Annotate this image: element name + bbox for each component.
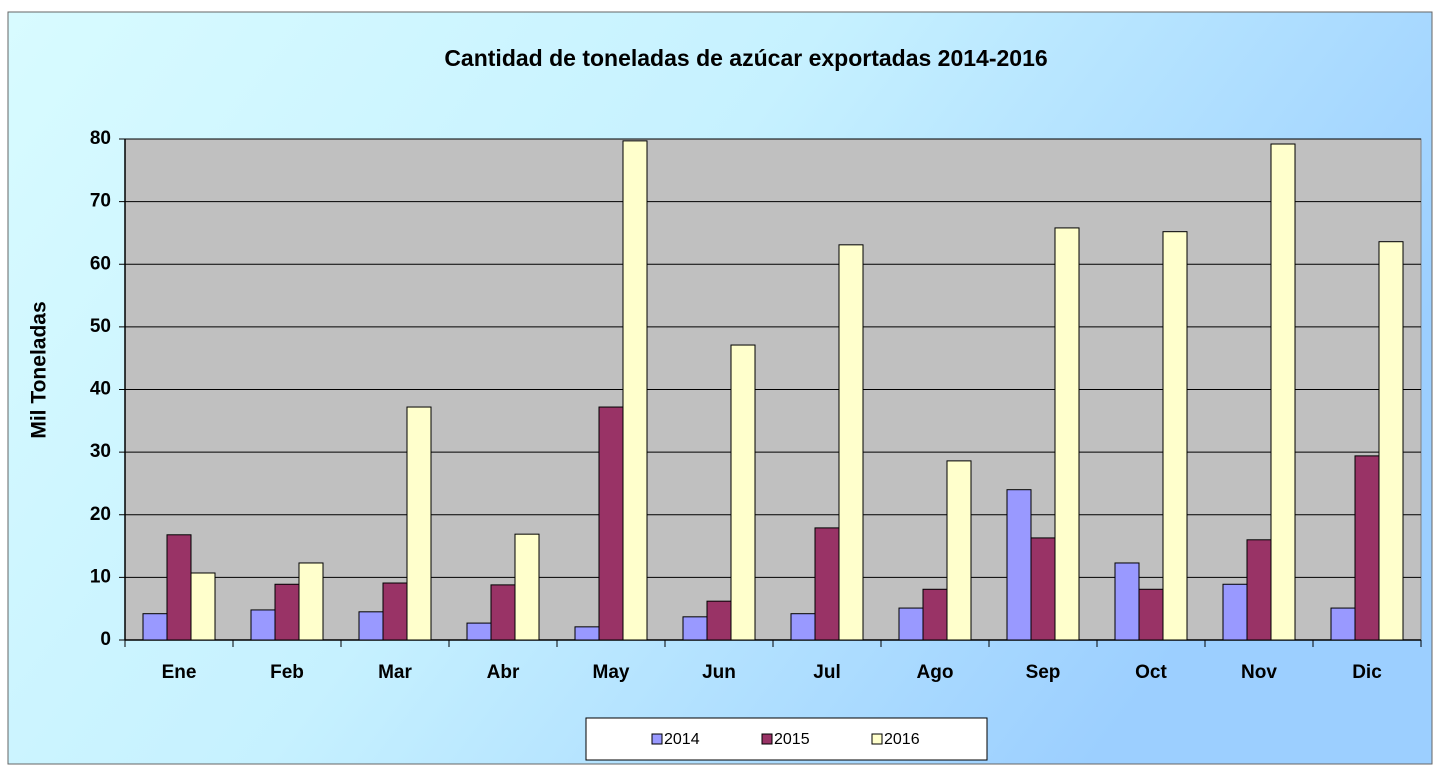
x-tick-label: Abr [487,662,520,683]
x-tick-label: Jun [702,662,736,683]
x-tick-label: Oct [1135,662,1167,683]
y-tick-label: 70 [90,191,111,212]
bar [358,611,384,641]
y-tick-label: 40 [90,379,111,400]
bar [814,527,840,641]
bar [1114,562,1140,641]
bar [298,562,324,641]
bar [514,533,540,641]
bar [142,613,168,641]
x-tick-label: May [593,662,630,683]
y-axis-label: Mil Toneladas [28,301,51,438]
bar [1162,231,1188,641]
y-tick-label: 60 [90,253,111,274]
y-tick-label: 30 [90,441,111,462]
bar [466,622,492,641]
bar [406,406,432,641]
bar [730,344,756,641]
bar [1030,537,1056,641]
bar [1246,539,1272,641]
bar [1222,583,1248,641]
bar [622,140,648,641]
bar [790,613,816,641]
bar [1330,607,1356,641]
bar [706,600,732,641]
bar [490,584,516,641]
bar [682,616,708,641]
bar [898,607,924,641]
legend-swatch [871,733,883,745]
x-tick-label: Ene [162,662,197,683]
x-tick-label: Sep [1026,662,1061,683]
bar [1270,143,1296,641]
legend-label: 2015 [774,731,810,748]
y-tick-label: 20 [90,504,111,525]
bar [382,582,408,641]
x-tick-label: Dic [1352,662,1382,683]
bar [1378,241,1404,641]
legend-label: 2014 [664,731,700,748]
bar [1006,489,1032,641]
legend-label: 2016 [884,731,920,748]
x-tick-label: Mar [378,662,412,683]
bar [838,244,864,641]
bar [574,626,600,641]
legend-swatch [761,733,773,745]
bar [274,583,300,641]
y-tick-label: 10 [90,566,111,587]
x-tick-label: Nov [1241,662,1277,683]
bar [1138,588,1164,641]
bar [922,588,948,641]
x-tick-label: Feb [270,662,304,683]
bar [190,572,216,641]
bar [1354,455,1380,641]
y-tick-label: 50 [90,316,111,337]
legend-swatch [651,733,663,745]
bar [1054,227,1080,641]
x-tick-label: Ago [917,662,954,683]
y-tick-label: 0 [100,629,111,650]
y-tick-label: 80 [90,128,111,149]
bar [598,406,624,641]
bar [250,609,276,641]
bar [946,460,972,641]
x-tick-label: Jul [813,662,840,683]
chart-title: Cantidad de toneladas de azúcar exportad… [444,45,1047,71]
bar [166,534,192,641]
